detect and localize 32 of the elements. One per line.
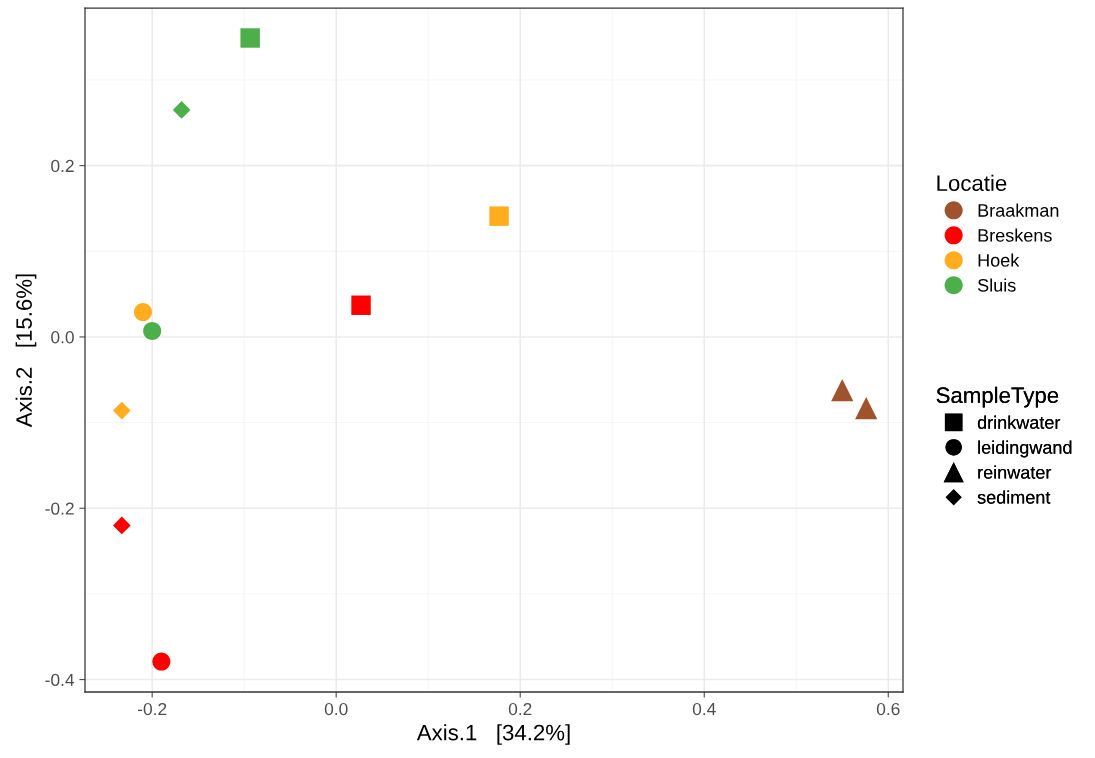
x-tick-label: 0.2	[508, 702, 532, 716]
x-tick-label: -0.2	[137, 702, 167, 716]
legend-label: drinkwater	[977, 415, 1061, 429]
point	[143, 321, 162, 340]
point	[831, 378, 854, 402]
y-tick-label: 0.2	[51, 159, 74, 173]
point	[240, 28, 260, 48]
legend-label: Breskens	[978, 228, 1052, 242]
legend-label: leidingwand	[978, 440, 1072, 458]
point	[351, 295, 371, 315]
point	[152, 652, 171, 671]
y-tick-label: -0.4	[45, 673, 75, 687]
x-tick-label: 0.4	[692, 702, 716, 716]
legend-label: Braakman	[978, 203, 1059, 217]
x-axis-title: Axis.1 [34.2%]	[416, 724, 570, 745]
text: Locatie	[937, 174, 1007, 192]
x-tick-label: 0.6	[876, 702, 900, 716]
point	[133, 303, 152, 322]
text: SampleType	[936, 386, 1059, 408]
point	[112, 401, 131, 420]
point	[112, 516, 131, 535]
y-tick-label: -0.2	[45, 502, 74, 515]
point	[855, 396, 878, 420]
y-axis-title: Axis.2 [15.6%]	[15, 274, 37, 428]
legend-label: sediment	[977, 490, 1051, 504]
x-tick-label: 0.0	[324, 702, 348, 716]
point	[489, 206, 509, 226]
legend-label: Sluis	[977, 278, 1016, 292]
legend-label: reinwater	[978, 465, 1052, 479]
y-tick-label: 0.0	[51, 331, 74, 344]
point	[172, 101, 191, 119]
legend-label: Hoek	[978, 253, 1020, 267]
